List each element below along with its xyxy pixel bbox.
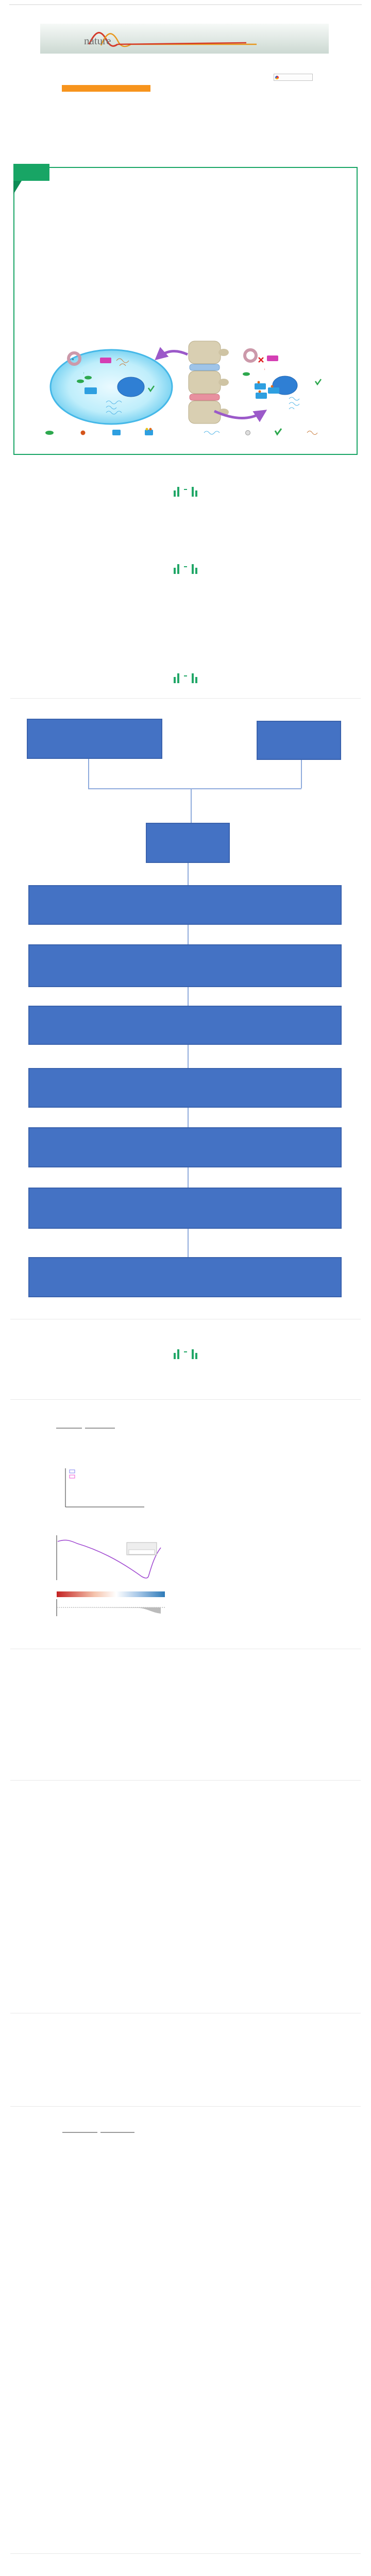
abstract-legend [45,428,318,436]
flow-box-tnf [27,719,162,759]
section-question [0,485,371,497]
svg-text:↓: ↓ [264,367,265,371]
section-conclusion [0,1348,371,1359]
top-divider [9,4,362,5]
header-ornament-right [192,487,197,497]
section-design [0,563,371,574]
flow-box-7 [28,1068,342,1108]
figure-2-gsea-sasp [56,1535,165,1616]
figure-3-m6a-seq-norad [28,1792,345,2011]
flow-box-m6aseq [146,823,230,863]
spine-graphic [188,341,229,424]
svg-text:nature: nature [84,35,111,47]
figure-4-m6a-enzymes [62,2132,134,2133]
intro-badge [13,164,49,181]
flow-box-4 [28,885,342,925]
flow-box-6 [28,1006,342,1045]
svg-text:↑: ↑ [83,371,85,375]
flow-box-5 [28,944,342,987]
figure-5-wtap-promoter-kdm5a [28,2264,348,2543]
flow-box-normal [257,721,341,760]
header-ornament-left [174,487,179,497]
section-idea [0,672,371,683]
check-updates-button[interactable] [274,74,313,81]
doi-badge[interactable] [62,85,150,92]
crossmark-icon [275,75,279,79]
nature-logo: nature [84,31,257,47]
svg-text:S: S [72,358,74,361]
flow-box-8 [28,1127,342,1167]
paper-title [61,93,318,106]
intro-box [13,167,358,455]
flow-box-10 [28,1257,342,1297]
intro-badge-fold [13,181,22,194]
flow-box-9 [28,1188,342,1229]
figure-1-senescence-markers [56,1428,144,1507]
journal-banner: nature [40,24,329,54]
graphical-abstract: S ↑ ↓ [45,341,322,436]
